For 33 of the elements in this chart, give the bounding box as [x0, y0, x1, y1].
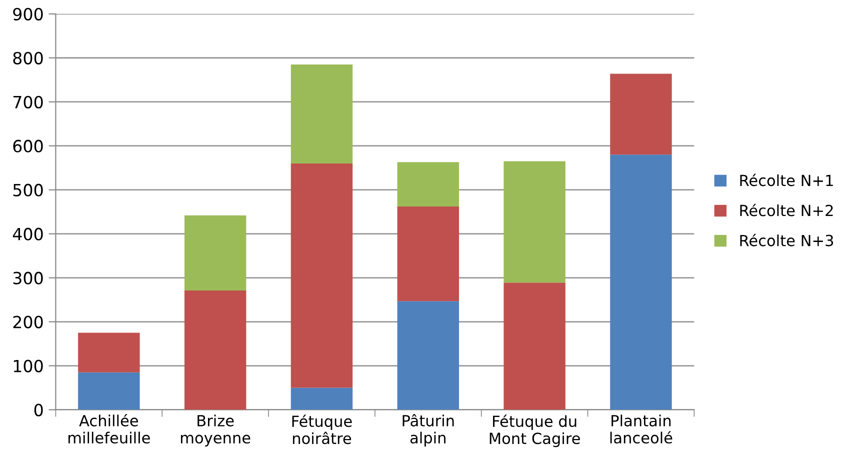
bar [78, 372, 140, 410]
legend-label: Récolte N+1 [740, 174, 833, 186]
y-tick-label: 300 [13, 272, 43, 284]
x-tick-label: Pâturin alpin [402, 414, 454, 447]
y-tick-label: 500 [13, 184, 43, 196]
bar [397, 162, 459, 207]
bar [610, 74, 672, 155]
y-tick-label: 400 [12, 228, 43, 240]
x-tick-label: Fétuque du Mont Cagire [490, 414, 580, 448]
bar [290, 64, 353, 164]
bar [290, 388, 353, 410]
bar [504, 161, 566, 283]
y-tick-label: 900 [13, 8, 43, 20]
bar [397, 206, 459, 302]
y-tick-label: 600 [13, 140, 43, 152]
bar [78, 332, 140, 372]
x-tick-label: Brize moyenne [180, 414, 250, 447]
bar [184, 290, 246, 410]
y-tick-label: 700 [13, 96, 43, 108]
bar [184, 215, 246, 291]
bar [504, 282, 566, 410]
y-tick-label: 200 [13, 316, 43, 328]
y-tick-label: 800 [13, 52, 43, 64]
x-tick-label: Fétuque noirâtre [292, 414, 352, 444]
bar [610, 154, 672, 410]
bar [290, 163, 353, 388]
x-tick-label: Plantain lanceolé [610, 414, 672, 444]
x-tick-label: Achillée millefeuille [68, 414, 150, 444]
bar [397, 301, 459, 410]
y-tick-label: 0 [34, 404, 43, 416]
legend-label: Récolte N+3 [740, 234, 834, 246]
y-tick-label: 100 [14, 360, 43, 372]
legend-label: Récolte N+2 [740, 204, 833, 216]
